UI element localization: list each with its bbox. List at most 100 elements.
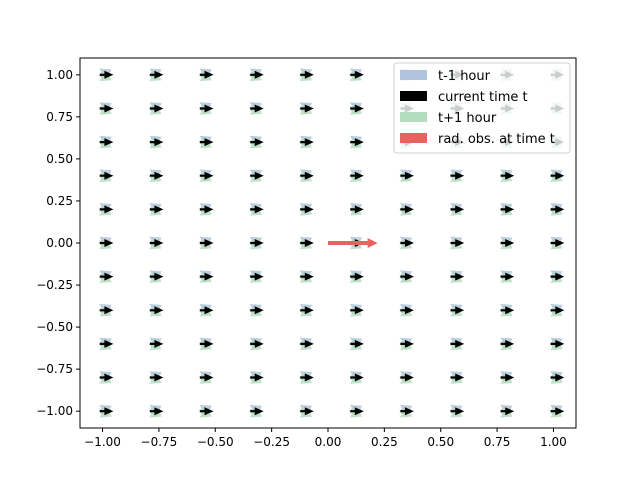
- arrow-current-time-t-1-8: [500, 373, 515, 382]
- arrow-current-time-t-6-3: [250, 205, 264, 214]
- arrow-current-time-t-2-6: [400, 339, 414, 348]
- arrow-current-time-t-6-4: [300, 205, 314, 214]
- arrow-current-time-t-4-9: [550, 272, 565, 281]
- x-tick-label: −0.75: [141, 435, 178, 449]
- arrow-current-time-t-5-2: [199, 239, 214, 247]
- arrow-current-time-t-9-5: [350, 104, 364, 113]
- arrow-current-time-t-4-8: [500, 272, 515, 281]
- arrow-current-time-t-7-7: [450, 171, 465, 180]
- arrow-current-time-t-9-4: [300, 104, 314, 113]
- arrow-current-time-t-2-9: [550, 339, 565, 348]
- arrow-current-time-t-8-2: [199, 138, 214, 147]
- arrow-current-time-t-0-2: [199, 407, 214, 416]
- arrow-current-time-t-7-1: [149, 171, 164, 180]
- arrow-current-time-t-0-3: [250, 407, 264, 416]
- legend-swatch: [400, 112, 427, 122]
- arrow-current-time-t-6-1: [149, 205, 164, 214]
- arrow-current-time-t-8-4: [300, 138, 314, 147]
- arrow-current-time-t-3-5: [350, 306, 364, 315]
- arrow-current-time-t-5-7: [450, 239, 465, 247]
- arrow-current-time-t-7-8: [500, 171, 515, 180]
- y-tick-label: 0.25: [46, 194, 73, 208]
- arrow-current-time-t-6-7: [450, 205, 465, 214]
- arrow-field: [99, 68, 565, 418]
- arrow-current-time-t-0-8: [500, 407, 515, 416]
- observation-arrow: [328, 238, 378, 248]
- arrow-current-time-t-2-8: [500, 339, 515, 348]
- arrow-current-time-t-5-8: [500, 239, 515, 247]
- arrow-current-time-t-5-3: [250, 239, 264, 247]
- x-tick-label: 0.00: [315, 435, 342, 449]
- arrow-current-time-t-1-5: [350, 373, 364, 382]
- arrow-current-time-t-0-4: [300, 407, 314, 416]
- y-tick-label: 0.75: [46, 110, 73, 124]
- arrow-current-time-t-5-1: [149, 239, 164, 247]
- arrow-current-time-t-4-6: [400, 272, 414, 281]
- arrow-current-time-t-7-4: [300, 171, 314, 180]
- arrow-current-time-t-4-1: [149, 272, 164, 281]
- arrow-current-time-t-4-7: [450, 272, 465, 281]
- arrow-current-time-t-8-3: [250, 138, 264, 147]
- arrow-current-time-t-3-9: [550, 306, 565, 315]
- arrow-current-time-t-7-6: [400, 171, 414, 180]
- x-tick-label: 0.25: [371, 435, 398, 449]
- legend-label: current time t: [438, 90, 528, 105]
- y-tick-label: −0.50: [36, 320, 73, 334]
- arrow-current-time-t-10-4: [300, 70, 314, 79]
- x-tick-label: 0.75: [484, 435, 511, 449]
- arrow-current-time-t-1-9: [550, 373, 565, 382]
- arrow-current-time-t-8-5: [350, 138, 364, 147]
- arrow-current-time-t-9-0: [99, 104, 114, 113]
- legend-box: [393, 62, 571, 154]
- x-tick-label: 1.00: [540, 435, 567, 449]
- arrow-current-time-t-6-8: [500, 205, 515, 214]
- x-tick-label: −1.00: [84, 435, 121, 449]
- arrow-current-time-t-3-8: [500, 306, 515, 315]
- arrow-current-time-t-6-9: [550, 205, 565, 214]
- arrow-current-time-t-0-6: [400, 407, 414, 416]
- y-tick-label: −0.25: [36, 278, 73, 292]
- arrow-current-time-t-1-1: [149, 373, 164, 382]
- arrow-current-time-t-0-1: [149, 407, 164, 416]
- arrow-current-time-t-3-2: [199, 306, 214, 315]
- y-axis: −1.00 −0.75 −0.50 −0.25 0.00 0.25 0.50 0.75 1.00: [36, 68, 80, 418]
- arrow-current-time-t-2-4: [300, 339, 314, 348]
- arrow-current-time-t-2-1: [149, 339, 164, 348]
- arrow-current-time-t-10-0: [99, 70, 114, 79]
- arrow-current-time-t-7-0: [99, 171, 114, 180]
- arrow-current-time-t-8-0: [99, 138, 114, 147]
- arrow-current-time-t-1-3: [250, 373, 264, 382]
- arrow-current-time-t-4-3: [250, 272, 264, 281]
- legend: t-1 hour current time t t+1 hour rad. obs. …: [393, 62, 571, 154]
- arrow-current-time-t-3-3: [250, 306, 264, 315]
- arrow-current-time-t-1-2: [199, 373, 214, 382]
- legend-label: t-1 hour: [438, 69, 491, 84]
- arrow-current-time-t-4-4: [300, 272, 314, 281]
- arrow-current-time-t-5-4: [300, 239, 314, 247]
- arrow-current-time-t-5-0: [99, 239, 114, 247]
- arrow-current-time-t-9-3: [250, 104, 264, 113]
- observation-arrow-group: [328, 238, 378, 248]
- arrow-current-time-t-0-7: [450, 407, 465, 416]
- arrow-current-time-t-1-0: [99, 373, 114, 382]
- arrow-current-time-t-1-7: [450, 373, 465, 382]
- arrow-current-time-t-7-5: [350, 171, 364, 180]
- arrow-current-time-t-6-5: [350, 205, 364, 214]
- x-tick-label: 0.50: [427, 435, 454, 449]
- arrow-current-time-t-5-6: [400, 239, 414, 247]
- arrow-current-time-t-0-0: [99, 407, 114, 416]
- arrow-current-time-t-2-5: [350, 339, 364, 348]
- arrow-current-time-t-4-0: [99, 272, 114, 281]
- arrow-current-time-t-10-3: [250, 70, 264, 79]
- arrow-current-time-t-2-3: [250, 339, 264, 348]
- arrow-current-time-t-10-5: [350, 70, 364, 79]
- arrow-current-time-t-1-6: [400, 373, 414, 382]
- y-tick-label: 0.00: [46, 236, 73, 250]
- arrow-current-time-t-1-4: [300, 373, 314, 382]
- arrow-current-time-t-7-9: [550, 171, 565, 180]
- legend-swatch: [400, 91, 427, 101]
- legend-swatch: [400, 133, 427, 143]
- y-tick-label: 0.50: [46, 152, 73, 166]
- x-axis: −1.00 −0.75 −0.50 −0.25 0.00 0.25 0.50 0.75 1.00: [84, 428, 567, 449]
